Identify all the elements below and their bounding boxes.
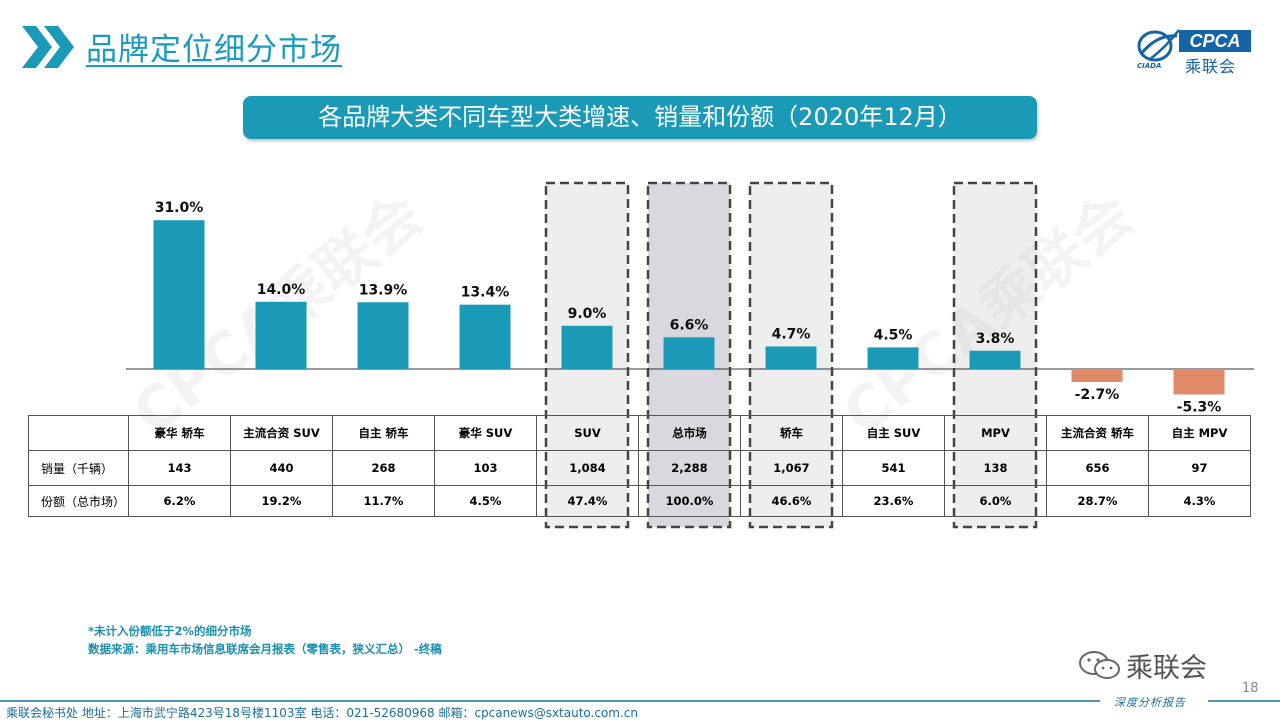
- col-header: MPV: [944, 415, 1047, 451]
- share-cell: 19.2%: [230, 485, 333, 517]
- globe-logo-icon: [1137, 29, 1180, 62]
- bar: [459, 304, 511, 369]
- sales-cell: 103: [434, 450, 537, 486]
- highlight-frame: [646, 181, 732, 529]
- chart-banner: 各品牌大类不同车型大类增速、销量和份额（2020年12月）: [243, 96, 1037, 139]
- wechat-icon: [1079, 651, 1120, 679]
- wechat-badge: 乘联会: [1078, 646, 1243, 686]
- share-cell: 4.3%: [1148, 485, 1251, 517]
- data-label: 9.0%: [568, 306, 607, 322]
- table-header-row: 豪华 轿车 主流合资 SUV 自主 轿车 豪华 SUV SUV 总市场 轿车 自…: [28, 415, 1251, 451]
- sales-cell: 1,067: [740, 450, 843, 486]
- sales-cell: 440: [230, 450, 333, 486]
- sales-cell: 2,288: [638, 450, 741, 486]
- bar: [867, 347, 919, 369]
- sales-cell: 268: [332, 450, 435, 486]
- share-cell: 6.2%: [128, 485, 231, 517]
- share-row: 份额（总市场） 6.2% 19.2% 11.7% 4.5% 47.4% 100.…: [28, 485, 1251, 517]
- col-header: 自主 MPV: [1148, 415, 1251, 451]
- sales-cell: 541: [842, 450, 945, 486]
- bar: [969, 350, 1021, 369]
- sales-cell: 656: [1046, 450, 1149, 486]
- col-header: 总市场: [638, 415, 741, 451]
- data-label: 4.7%: [772, 326, 811, 342]
- footnote-line-2: 数据来源：乘用车市场信息联席会月报表（零售表，狭义汇总） -终稿: [88, 642, 442, 656]
- share-cell: 47.4%: [536, 485, 639, 517]
- data-label: 13.4%: [461, 285, 510, 301]
- logo-sub: CIADA: [1137, 62, 1162, 70]
- bar: [153, 220, 205, 369]
- data-label: -2.7%: [1075, 387, 1120, 403]
- share-cell: 28.7%: [1046, 485, 1149, 517]
- bar: [1071, 369, 1123, 382]
- double-chevron-icon: [22, 26, 74, 68]
- footnote: *未计入份额低于2%的细分市场 数据来源：乘用车市场信息联席会月报表（零售表，狭…: [88, 622, 442, 658]
- bar: [663, 337, 715, 369]
- row-header-sales: 销量（千辆）: [28, 450, 129, 486]
- data-label: 3.8%: [976, 331, 1015, 347]
- data-label: -5.3%: [1177, 399, 1222, 415]
- bar: [357, 302, 409, 369]
- data-label: 4.5%: [874, 327, 913, 343]
- col-header: 自主 轿车: [332, 415, 435, 451]
- cpca-logo: CPCA 乘联会 CIADA: [1135, 22, 1255, 76]
- share-cell: 11.7%: [332, 485, 435, 517]
- sales-cell: 143: [128, 450, 231, 486]
- bar: [765, 346, 817, 369]
- footnote-line-1: *未计入份额低于2%的细分市场: [88, 624, 252, 638]
- data-label: 31.0%: [155, 200, 204, 216]
- logo-abbr: CPCA: [1179, 30, 1251, 52]
- share-cell: 4.5%: [434, 485, 537, 517]
- wechat-name: 乘联会: [1126, 653, 1207, 684]
- row-header-share: 份额（总市场）: [28, 485, 129, 517]
- col-header: 轿车: [740, 415, 843, 451]
- table-corner-cell: [28, 415, 129, 451]
- report-tag: 深度分析报告: [1114, 696, 1186, 709]
- data-label: 13.9%: [359, 282, 408, 298]
- col-header: 主流合资 轿车: [1046, 415, 1149, 451]
- footer-contact: 乘联会秘书处 地址：上海市武宁路423号18号楼1103室 电话：021-526…: [6, 706, 639, 720]
- data-label: 6.6%: [670, 317, 709, 333]
- bar: [561, 325, 613, 369]
- sales-cell: 138: [944, 450, 1047, 486]
- col-header: 自主 SUV: [842, 415, 945, 451]
- share-cell: 6.0%: [944, 485, 1047, 517]
- col-header: SUV: [536, 415, 639, 451]
- bar: [1173, 369, 1225, 395]
- page-number: 18: [1242, 681, 1259, 696]
- share-cell: 23.6%: [842, 485, 945, 517]
- bar: [255, 301, 307, 369]
- share-cell: 100.0%: [638, 485, 741, 517]
- data-label: 14.0%: [257, 282, 306, 298]
- highlight-frame: [952, 181, 1038, 529]
- highlight-frame: [748, 181, 834, 529]
- col-header: 豪华 轿车: [128, 415, 231, 451]
- logo-cn-name: 乘联会: [1185, 57, 1237, 76]
- page-title: 品牌定位细分市场: [86, 32, 342, 68]
- share-cell: 46.6%: [740, 485, 843, 517]
- col-header: 豪华 SUV: [434, 415, 537, 451]
- sales-cell: 97: [1148, 450, 1251, 486]
- data-table: 豪华 轿车 主流合资 SUV 自主 轿车 豪华 SUV SUV 总市场 轿车 自…: [28, 415, 1251, 517]
- col-header: 主流合资 SUV: [230, 415, 333, 451]
- sales-cell: 1,084: [536, 450, 639, 486]
- footer-divider: [0, 700, 1280, 702]
- highlight-frame: [544, 181, 630, 529]
- sales-row: 销量（千辆） 143 440 268 103 1,084 2,288 1,067…: [28, 450, 1251, 486]
